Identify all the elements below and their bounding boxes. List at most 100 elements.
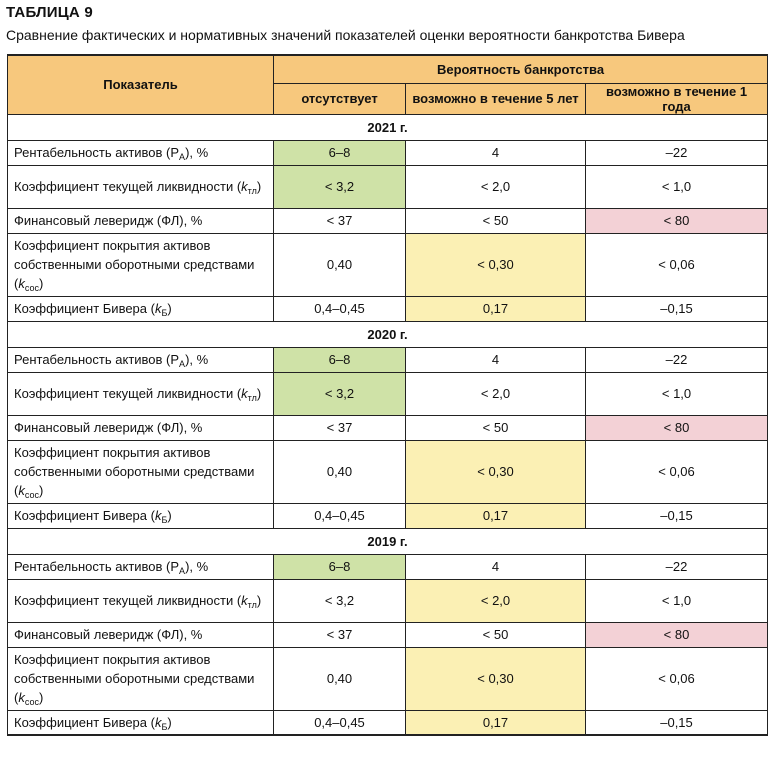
indicator-subscript: Б [161, 308, 168, 318]
indicator-variable: k [241, 386, 248, 401]
value-cell: < 3,2 [273, 164, 406, 209]
indicator-name: Финансовый леверидж (ФЛ), % [7, 207, 274, 234]
value-cell: < 2,0 [405, 164, 586, 209]
indicator-text: Финансовый леверидж (ФЛ), % [14, 213, 203, 228]
table-body: 2021 г. Рентабельность активов (РА), % 6–8… [6, 113, 769, 736]
indicator-name: Коэффициент покрытия активов собственным… [7, 439, 274, 504]
table-row: Коэффициент текущей ликвидности (kтл) < 3… [7, 164, 769, 209]
indicator-subscript: сос [24, 697, 39, 707]
value-cell: < 0,30 [405, 232, 586, 297]
value-cell: < 3,2 [273, 578, 406, 623]
value-cell: < 0,06 [584, 232, 769, 297]
value-cell: < 1,0 [584, 371, 769, 416]
value-cell: < 50 [405, 207, 586, 234]
indicator-name: Коэффициент текущей ликвидности (kтл) [7, 164, 274, 209]
value-cell: 6–8 [273, 553, 406, 580]
indicator-variable: k [18, 690, 25, 705]
indicator-text: Коэффициент Бивера ( [14, 301, 155, 316]
indicator-text: Финансовый леверидж (ФЛ), % [14, 627, 203, 642]
indicator-text: Коэффициент покрытия активов собственным… [14, 652, 255, 705]
indicator-name: Рентабельность активов (РА), % [7, 139, 274, 166]
indicator-suffix: ) [167, 301, 172, 316]
value-cell: –22 [584, 346, 769, 373]
year-row: 2020 г. [6, 320, 769, 348]
indicator-name: Коэффициент текущей ликвидности (kтл) [7, 371, 274, 416]
value-cell: < 37 [273, 414, 406, 441]
indicator-name: Коэффициент текущей ликвидности (kтл) [7, 578, 274, 623]
value-cell: < 50 [405, 621, 586, 648]
indicator-subscript: тл [247, 393, 257, 403]
indicator-variable: k [154, 714, 162, 730]
value-cell: < 37 [273, 621, 406, 648]
indicator-name: Финансовый леверидж (ФЛ), % [7, 414, 274, 441]
indicator-suffix: ), % [185, 145, 209, 160]
value-cell: 4 [405, 139, 586, 166]
value-cell: < 1,0 [584, 164, 769, 209]
indicator-text: Коэффициент текущей ликвидности ( [14, 179, 242, 194]
value-cell: < 37 [273, 207, 406, 234]
value-cell: 0,40 [273, 439, 406, 504]
value-cell: 4 [405, 553, 586, 580]
indicator-subscript: тл [247, 186, 257, 196]
table-row: Рентабельность активов (РА), % 6–8 4 –22 [7, 139, 769, 166]
table-row: Коэффициент Бивера (kБ) 0,4–0,45 0,17 –0,15 [7, 502, 769, 529]
indicator-variable: k [154, 508, 162, 523]
indicator-variable: k [154, 301, 162, 316]
value-cell: –22 [584, 553, 769, 580]
indicator-subscript: Б [161, 515, 168, 525]
table-row: Коэффициент Бивера (kБ) 0,4–0,45 0,17 –0,15 [7, 709, 769, 736]
indicator-subscript: сос [24, 283, 39, 293]
value-cell: 0,40 [273, 232, 406, 297]
value-cell: –0,15 [584, 295, 769, 322]
year-label: 2019 г. [6, 527, 769, 555]
year-row: 2019 г. [6, 527, 769, 555]
value-cell: 4 [405, 346, 586, 373]
value-cell: 0,4–0,45 [273, 295, 406, 322]
header-col-1-year: возможно в течение 1 года [584, 82, 769, 115]
table-row: Коэффициент покрытия активов собственным… [7, 439, 769, 504]
value-cell: < 0,30 [405, 439, 586, 504]
indicator-suffix: ) [167, 714, 172, 730]
indicator-text: Коэффициент Бивера ( [14, 714, 155, 730]
year-row: 2021 г. [6, 113, 769, 141]
indicator-name: Рентабельность активов (РА), % [7, 553, 274, 580]
value-cell: < 2,0 [405, 371, 586, 416]
value-cell: 0,17 [405, 295, 586, 322]
value-cell: < 1,0 [584, 578, 769, 623]
indicator-suffix: ) [256, 593, 262, 608]
bankruptcy-table: Показатель Вероятность банкротства отсут… [6, 54, 769, 736]
indicator-text: Финансовый леверидж (ФЛ), % [14, 420, 203, 435]
value-cell: < 80 [584, 621, 769, 648]
year-label: 2020 г. [6, 320, 769, 348]
indicator-variable: k [18, 483, 25, 498]
value-cell: 0,4–0,45 [273, 709, 406, 736]
indicator-suffix: ) [38, 276, 44, 291]
value-cell: < 50 [405, 414, 586, 441]
indicator-suffix: ), % [185, 559, 209, 574]
indicator-text: Коэффициент покрытия активов собственным… [14, 238, 255, 291]
year-label: 2021 г. [6, 113, 769, 141]
indicator-name: Рентабельность активов (РА), % [7, 346, 274, 373]
indicator-suffix: ) [256, 386, 262, 401]
table-row: Финансовый леверидж (ФЛ), % < 37 < 50 < 80 [7, 207, 769, 234]
value-cell: 6–8 [273, 346, 406, 373]
header-probability: Вероятность банкротства [272, 54, 769, 84]
table-row: Финансовый леверидж (ФЛ), % < 37 < 50 < 80 [7, 621, 769, 648]
indicator-suffix: ) [38, 483, 44, 498]
indicator-name: Коэффициент Бивера (kБ) [7, 295, 274, 322]
indicator-subscript: Б [161, 721, 168, 732]
indicator-name: Коэффициент покрытия активов собственным… [7, 232, 274, 297]
indicator-variable: k [241, 179, 248, 194]
value-cell: –0,15 [584, 502, 769, 529]
indicator-text: Рентабельность активов (Р [14, 145, 180, 160]
indicator-suffix: ) [38, 690, 44, 705]
indicator-subscript: сос [24, 490, 39, 500]
indicator-variable: k [241, 593, 248, 608]
table-row: Рентабельность активов (РА), % 6–8 4 –22 [7, 553, 769, 580]
indicator-variable: k [18, 276, 25, 291]
value-cell: –0,15 [584, 709, 769, 736]
value-cell: < 2,0 [405, 578, 586, 623]
indicator-text: Коэффициент покрытия активов собственным… [14, 445, 255, 498]
value-cell: < 80 [584, 414, 769, 441]
indicator-name: Коэффициент Бивера (kБ) [7, 502, 274, 529]
